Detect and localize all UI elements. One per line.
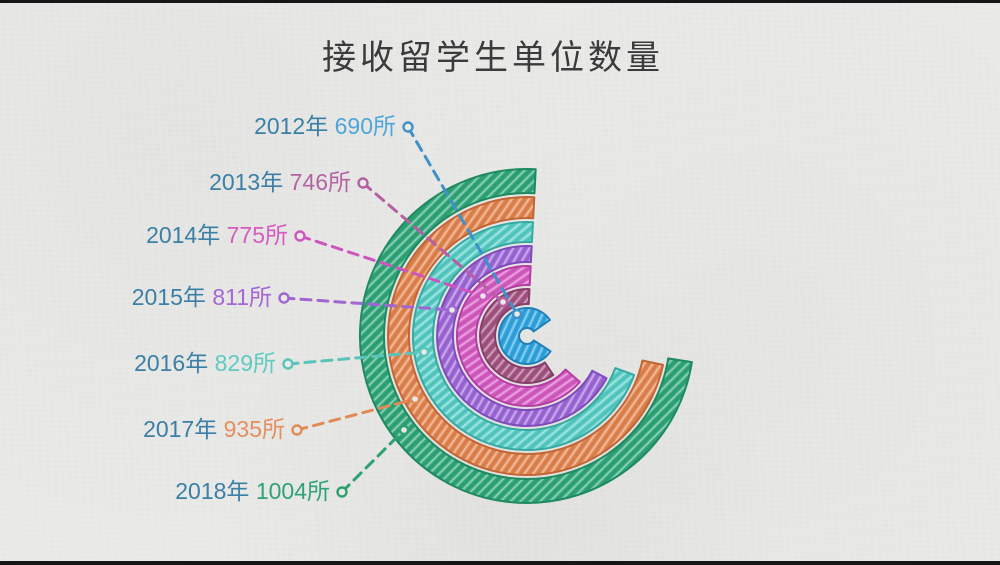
callout-line-2013: [361, 181, 505, 304]
callout-marker-2017: [409, 393, 421, 405]
year-label: 2018年: [175, 478, 256, 504]
callout-line-2012: [406, 125, 519, 316]
series-label-2012: 2012年 690所: [254, 113, 396, 139]
callout-dot-2014: [294, 230, 306, 242]
callout-marker-2015: [446, 304, 458, 316]
callout-dot-2012: [402, 121, 414, 133]
year-labels-layer: 2012年 690所 2013年 746所 2014年 775所 2015年 811所…: [132, 113, 396, 504]
callout-dot-2016: [282, 358, 294, 370]
series-label-2018: 2018年 1004所: [175, 478, 330, 504]
callout-line-2014: [298, 234, 485, 298]
value-label: 829所: [215, 350, 276, 376]
callout-line-2018: [340, 428, 406, 494]
year-label: 2014年: [146, 222, 227, 248]
ring-arc-2017: [387, 196, 664, 476]
year-label: 2012年: [254, 113, 335, 139]
ring-arcs-layer: [359, 167, 693, 504]
callout-lines-layer: [278, 121, 523, 498]
series-label-2016: 2016年 829所: [134, 350, 276, 376]
value-label: 1004所: [256, 478, 330, 504]
value-label: 775所: [227, 222, 288, 248]
series-label-2015: 2015年 811所: [132, 284, 272, 310]
series-label-2013: 2013年 746所: [209, 169, 351, 195]
callout-dot-2017: [291, 424, 303, 436]
series-label-2014: 2014年 775所: [146, 222, 288, 248]
value-label: 935所: [224, 416, 285, 442]
year-label: 2015年: [132, 284, 213, 310]
ring-arc-2012: [498, 307, 552, 365]
value-label: 746所: [290, 169, 351, 195]
callout-dot-2013: [357, 177, 369, 189]
callout-marker-2012: [511, 308, 523, 320]
callout-line-2017: [295, 397, 417, 432]
callout-marker-2018: [398, 424, 410, 436]
callout-line-2016: [286, 350, 426, 366]
value-label: 811所: [212, 284, 272, 310]
callout-dot-2018: [336, 486, 348, 498]
series-label-2017: 2017年 935所: [143, 416, 285, 442]
ring-arc-2013: [479, 288, 555, 385]
callout-line-2015: [282, 296, 454, 312]
ring-arc-2016: [411, 221, 636, 452]
ring-arc-2018: [359, 167, 693, 504]
year-label: 2017年: [143, 416, 224, 442]
callout-marker-2013: [497, 296, 509, 308]
ring-arc-2015: [436, 245, 608, 427]
chart-title: 接收留学生单位数量: [322, 39, 664, 77]
callout-marker-2014: [477, 290, 489, 302]
letterbox-top: [0, 0, 1000, 3]
year-label: 2013年: [209, 169, 290, 195]
callout-marker-2016: [418, 346, 430, 358]
ring-arc-2014: [456, 265, 581, 407]
letterbox-bottom: [0, 561, 1000, 565]
callout-dot-2015: [278, 292, 290, 304]
year-label: 2016年: [134, 350, 215, 376]
value-label: 690所: [335, 113, 396, 139]
